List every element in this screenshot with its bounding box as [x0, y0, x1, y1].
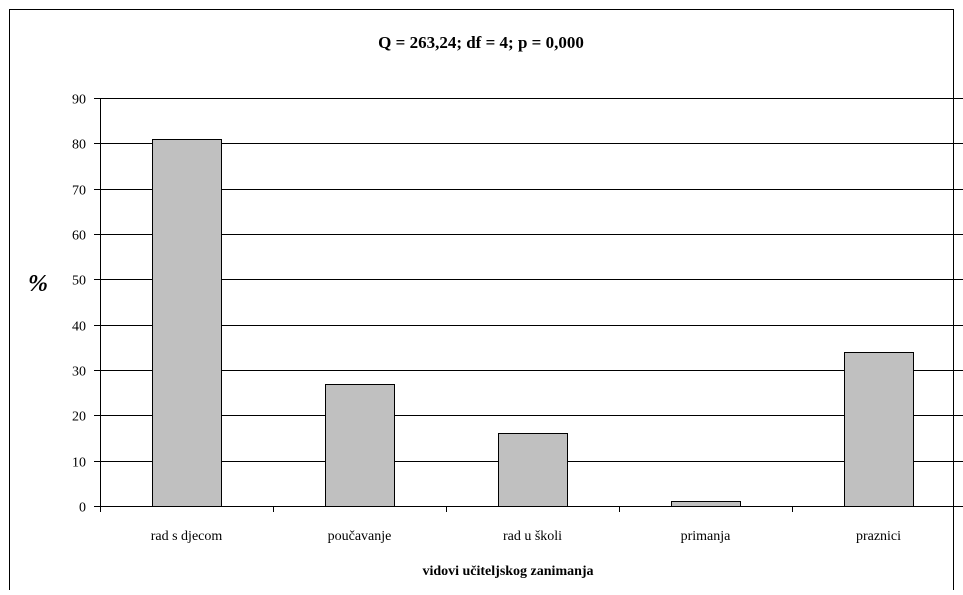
y-tick-label: 10 [72, 456, 86, 471]
bar [152, 139, 222, 507]
y-tick-label: 60 [72, 229, 86, 244]
chart-border [9, 9, 954, 590]
y-tick-label: 40 [72, 320, 86, 335]
y-axis-label: % [28, 271, 48, 297]
y-tick-label: 20 [72, 410, 86, 425]
y-tick-label: 90 [72, 93, 86, 108]
y-tick-label: 70 [72, 184, 86, 199]
x-axis-label: vidovi učiteljskog zanimanja [422, 564, 593, 579]
x-tick-labels: rad s djecom poučavanje rad u školi primanj… [151, 529, 901, 544]
chart-title: Q = 263,24; df = 4; p = 0,000 [378, 33, 584, 52]
y-tick-label: 0 [79, 501, 86, 516]
y-tick-labels: 0 10 20 30 40 50 60 70 80 90 [72, 93, 86, 516]
y-tick-label: 80 [72, 138, 86, 153]
x-tick-label: rad s djecom [151, 529, 223, 544]
bar [498, 433, 568, 507]
x-tick-label: primanja [681, 529, 732, 544]
axes [94, 98, 963, 512]
y-tick-label: 30 [72, 365, 86, 380]
x-tick-label: poučavanje [328, 529, 392, 544]
bar [325, 384, 395, 507]
y-tick-label: 50 [72, 274, 86, 289]
bar [844, 352, 914, 507]
x-tick-label: praznici [856, 529, 901, 544]
gridlines [100, 98, 963, 462]
bar [671, 501, 741, 507]
x-tick-label: rad u školi [503, 529, 562, 544]
bars [152, 139, 914, 507]
